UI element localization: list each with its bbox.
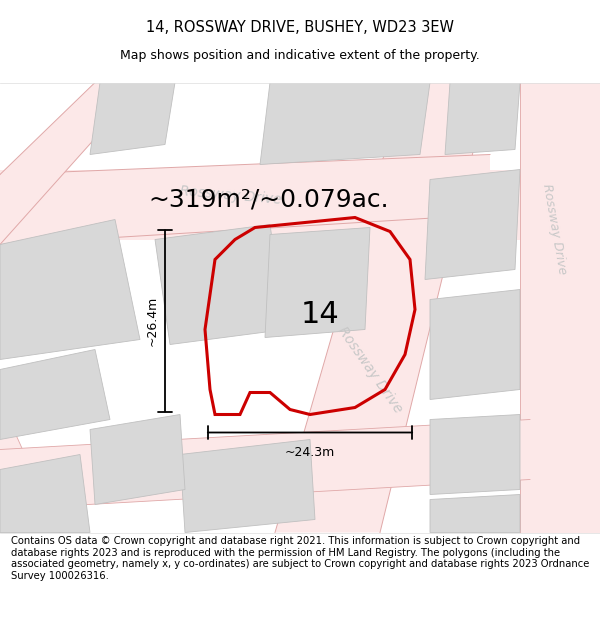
Polygon shape (180, 439, 315, 532)
Text: ~319m²/~0.079ac.: ~319m²/~0.079ac. (148, 188, 389, 211)
Text: ~24.3m: ~24.3m (285, 446, 335, 459)
Polygon shape (520, 82, 600, 532)
Text: 14: 14 (301, 300, 340, 329)
Polygon shape (260, 82, 430, 164)
Text: Rossway Drive: Rossway Drive (179, 184, 281, 207)
Polygon shape (0, 399, 60, 532)
Polygon shape (0, 169, 540, 239)
Polygon shape (275, 82, 490, 532)
Polygon shape (0, 82, 145, 244)
Polygon shape (0, 454, 90, 532)
Polygon shape (90, 82, 175, 154)
Polygon shape (155, 224, 285, 344)
Polygon shape (430, 494, 520, 532)
Polygon shape (0, 349, 110, 439)
Polygon shape (445, 82, 520, 154)
Text: ~26.4m: ~26.4m (146, 296, 159, 346)
Polygon shape (0, 219, 140, 359)
Text: Rossway Drive: Rossway Drive (335, 324, 405, 416)
Text: Rossway Drive: Rossway Drive (539, 183, 568, 276)
Polygon shape (430, 289, 520, 399)
Polygon shape (0, 419, 530, 509)
Polygon shape (425, 169, 520, 279)
Text: Contains OS data © Crown copyright and database right 2021. This information is : Contains OS data © Crown copyright and d… (11, 536, 589, 581)
Polygon shape (0, 154, 490, 244)
Polygon shape (90, 414, 185, 504)
Text: Map shows position and indicative extent of the property.: Map shows position and indicative extent… (120, 49, 480, 61)
Text: 14, ROSSWAY DRIVE, BUSHEY, WD23 3EW: 14, ROSSWAY DRIVE, BUSHEY, WD23 3EW (146, 20, 454, 35)
Polygon shape (430, 414, 520, 494)
Polygon shape (265, 228, 370, 338)
